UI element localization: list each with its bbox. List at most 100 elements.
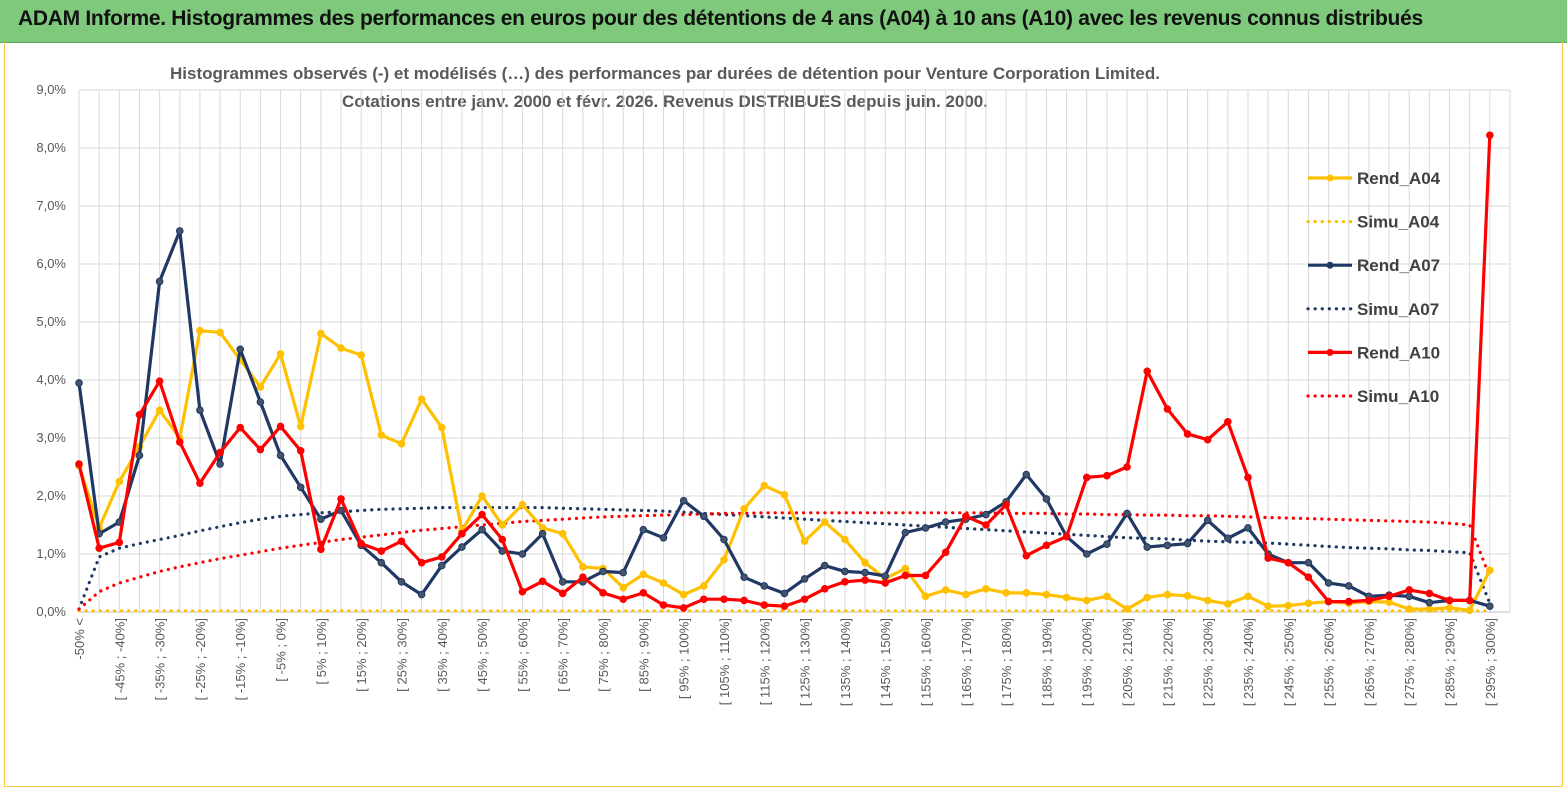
legend-item-rend-a04: Rend_A04 [1308, 169, 1441, 188]
data-point-rend-a07 [639, 525, 648, 534]
data-point-rend-a04 [1244, 592, 1252, 601]
data-point-rend-a07 [1022, 470, 1031, 479]
data-point-rend-a10 [1465, 596, 1474, 605]
data-point-rend-a10 [417, 558, 426, 567]
legend-item-simu-a07: Simu_A07 [1306, 300, 1439, 319]
data-point-rend-a04 [1163, 590, 1172, 599]
data-point-rend-a10 [317, 545, 325, 554]
x-tick-label: [ 75% ; 80%] [596, 618, 611, 692]
x-tick-label: [ 245% ; 250%] [1281, 618, 1296, 706]
data-point-rend-a07 [619, 568, 627, 577]
data-point-rend-a10 [760, 601, 769, 609]
data-point-rend-a07 [1123, 509, 1131, 518]
data-point-rend-a10 [800, 595, 809, 604]
data-point-rend-a07 [478, 525, 486, 534]
data-point-rend-a07 [296, 483, 305, 492]
data-point-rend-a10 [1445, 596, 1454, 605]
data-point-rend-a07 [155, 277, 164, 286]
data-point-rend-a07 [317, 515, 325, 524]
data-point-rend-a10 [558, 589, 567, 598]
legend-marker [1326, 174, 1334, 182]
data-point-rend-a04 [377, 431, 386, 439]
data-point-rend-a10 [780, 602, 789, 611]
data-point-rend-a07 [518, 550, 527, 558]
data-point-rend-a10 [1264, 554, 1272, 562]
x-tick-label: [ 85% ; 90%] [636, 618, 651, 692]
data-point-rend-a07 [135, 451, 144, 460]
data-point-rend-a10 [135, 411, 144, 419]
data-point-rend-a04 [1445, 604, 1454, 612]
data-point-rend-a07 [1203, 516, 1212, 525]
data-point-rend-a07 [760, 582, 769, 590]
data-point-rend-a04 [1183, 591, 1192, 600]
data-point-rend-a04 [982, 585, 990, 593]
y-tick-label: 0,0% [36, 604, 66, 619]
data-point-rend-a04 [296, 422, 305, 431]
data-point-rend-a07 [437, 561, 446, 570]
data-point-rend-a10 [377, 547, 386, 555]
x-tick-label: [ 5% ; 10%] [314, 618, 329, 684]
data-point-rend-a07 [861, 568, 869, 577]
data-point-rend-a07 [599, 567, 607, 576]
data-point-rend-a10 [841, 578, 849, 586]
chart-title-line-1: Histogrammes observés (-) et modélisés (… [170, 64, 1160, 83]
legend-item-simu-a10: Simu_A10 [1306, 387, 1439, 406]
x-tick-label: [ 185% ; 190%] [1039, 618, 1054, 706]
x-tick-label: [ -35% ; -30%] [153, 618, 168, 700]
data-point-rend-a10 [1103, 471, 1111, 480]
legend-label: Rend_A10 [1357, 343, 1440, 362]
data-point-rend-a04 [941, 586, 950, 594]
data-point-rend-a10 [1143, 367, 1152, 376]
data-point-rend-a07 [1183, 539, 1192, 548]
data-point-rend-a07 [1486, 602, 1494, 611]
data-point-rend-a04 [317, 329, 325, 338]
data-point-rend-a07 [558, 578, 567, 586]
data-point-rend-a07 [1082, 550, 1091, 558]
series-layer [75, 131, 1494, 615]
x-tick-label: [ -5% ; 0%] [274, 618, 289, 682]
data-point-rend-a07 [1304, 558, 1313, 567]
data-point-rend-a04 [901, 564, 910, 573]
data-point-rend-a04 [760, 481, 769, 490]
legend-item-rend-a10: Rend_A10 [1308, 343, 1440, 362]
data-point-rend-a10 [95, 544, 103, 553]
data-point-rend-a10 [256, 445, 265, 454]
data-point-rend-a07 [740, 573, 748, 582]
data-point-rend-a10 [1183, 430, 1192, 438]
x-tick-label: [ 235% ; 240%] [1241, 618, 1256, 706]
data-point-rend-a04 [357, 351, 365, 359]
legend-label: Simu_A10 [1357, 387, 1439, 406]
data-point-rend-a04 [216, 328, 224, 337]
data-point-rend-a10 [236, 423, 245, 432]
data-point-rend-a07 [720, 535, 728, 544]
legend-label: Rend_A04 [1357, 169, 1441, 188]
data-point-rend-a10 [1022, 551, 1031, 560]
x-tick-label: [ 295% ; 300%] [1483, 618, 1498, 706]
legend-item-simu-a04: Simu_A04 [1306, 213, 1440, 232]
data-point-rend-a10 [276, 422, 285, 431]
data-point-rend-a07 [1103, 540, 1111, 548]
data-point-rend-a10 [1324, 597, 1333, 606]
data-point-rend-a10 [538, 577, 547, 586]
data-point-rend-a10 [175, 438, 184, 446]
x-tick-label: [ 275% ; 280%] [1402, 618, 1417, 706]
data-point-rend-a04 [639, 570, 648, 579]
data-point-rend-a04 [740, 504, 748, 513]
data-point-rend-a10 [1123, 463, 1131, 471]
data-point-rend-a04 [1022, 589, 1031, 597]
data-point-rend-a07 [679, 496, 688, 505]
x-tick-label: [ 195% ; 200%] [1080, 618, 1095, 706]
data-point-rend-a07 [236, 345, 245, 354]
y-tick-label: 1,0% [36, 546, 66, 561]
data-point-rend-a10 [337, 495, 345, 503]
data-point-rend-a07 [397, 578, 406, 586]
x-tick-label: [ 25% ; 30%] [394, 618, 409, 692]
data-point-rend-a07 [982, 510, 990, 519]
data-point-rend-a07 [941, 518, 950, 526]
data-point-rend-a04 [518, 500, 527, 509]
series-rend-a10 [75, 131, 1494, 612]
data-point-rend-a07 [1425, 598, 1434, 607]
data-point-rend-a04 [558, 529, 567, 538]
data-point-rend-a04 [196, 326, 204, 335]
legend-marker [1326, 348, 1334, 356]
